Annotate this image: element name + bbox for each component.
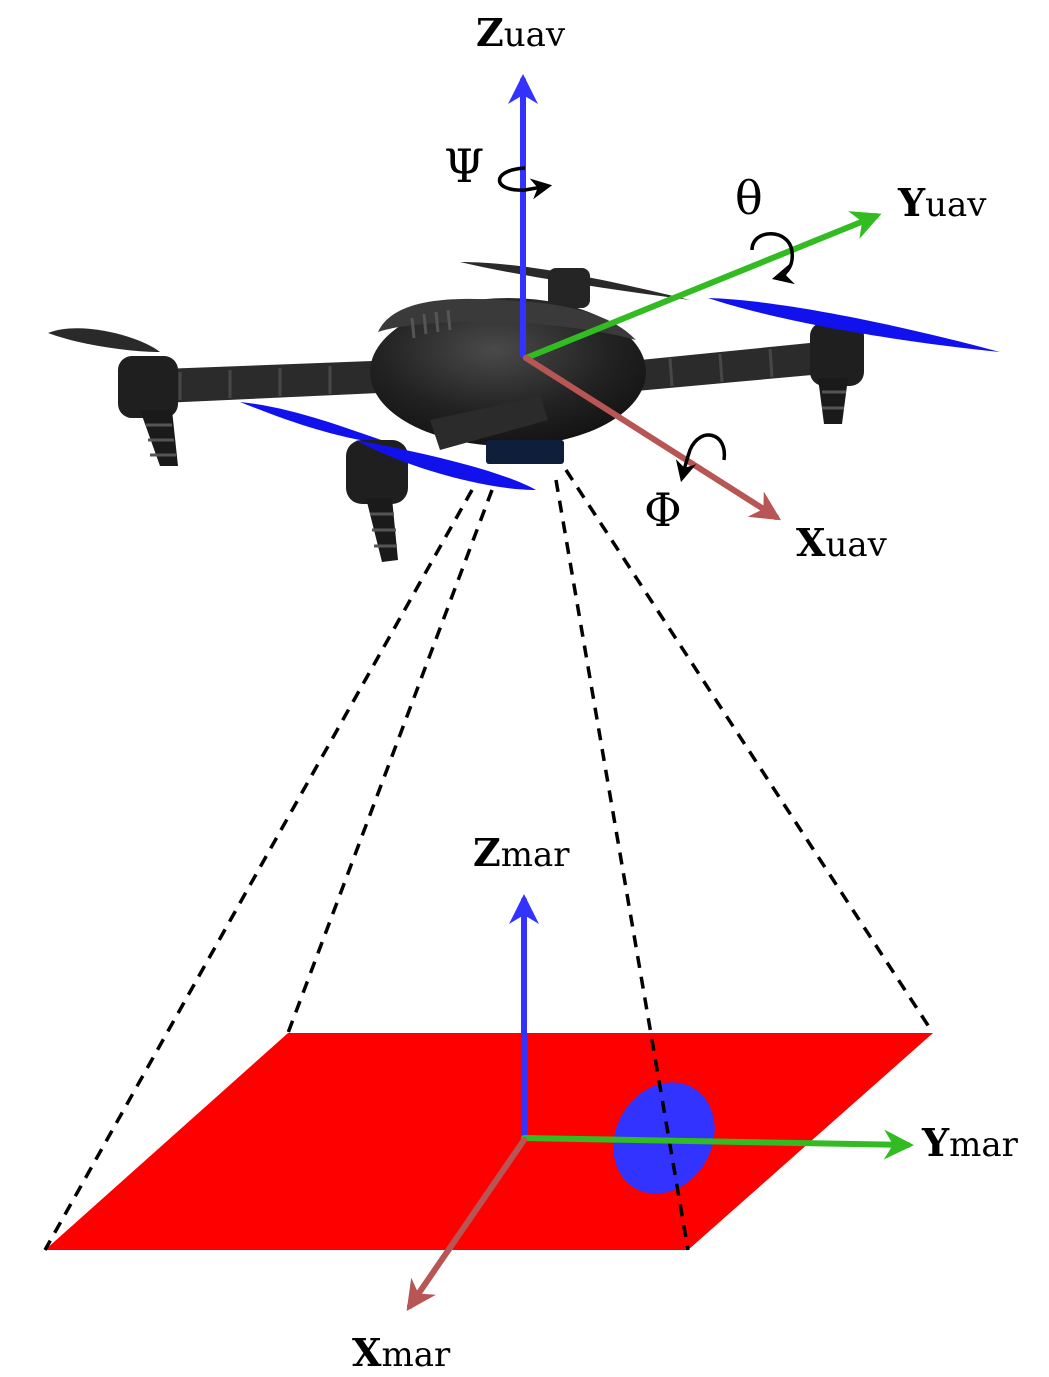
camera-field-of-view <box>43 469 935 1251</box>
marker-y-label: Ymar <box>921 1120 1019 1165</box>
uav-z-label: Zuav <box>476 10 566 55</box>
marker-x-axis <box>406 1137 527 1311</box>
yaw-symbol: Ψ <box>444 139 484 193</box>
yaw-rotation-arrow <box>497 166 553 200</box>
rotation-arrows <box>497 166 795 483</box>
camera-icon <box>486 440 564 464</box>
pitch-symbol: θ <box>735 171 763 225</box>
uav-x-label: Xuav <box>796 520 888 565</box>
uav-x-axis <box>523 355 782 521</box>
marker-y-axis <box>521 1129 914 1160</box>
roll-symbol: Φ <box>644 483 682 537</box>
marker-x-label: Xmar <box>352 1330 451 1375</box>
uav-y-axis <box>523 211 882 361</box>
uav-y-label: Yuav <box>897 180 987 225</box>
marker-z-label: Zmar <box>473 830 570 875</box>
roll-rotation-arrow <box>675 433 727 483</box>
uav-axes <box>508 74 882 521</box>
marker-axes <box>406 894 914 1311</box>
pitch-rotation-arrow <box>750 232 795 285</box>
